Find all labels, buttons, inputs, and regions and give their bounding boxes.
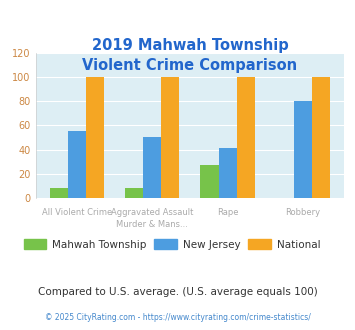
Bar [50,188,68,198]
Text: 2019 Mahwah Township
Violent Crime Comparison: 2019 Mahwah Township Violent Crime Compa… [82,38,297,73]
Bar [143,138,161,198]
Text: © 2025 CityRating.com - https://www.cityrating.com/crime-statistics/: © 2025 CityRating.com - https://www.city… [45,313,310,322]
Legend: Mahwah Township, New Jersey, National: Mahwah Township, New Jersey, National [20,235,324,254]
Bar [125,188,143,198]
Bar [161,77,179,198]
Bar [68,131,86,198]
Bar [219,148,237,198]
Text: Compared to U.S. average. (U.S. average equals 100): Compared to U.S. average. (U.S. average … [38,287,317,297]
Bar [294,101,312,198]
Bar [237,77,255,198]
Bar [86,77,104,198]
Bar [201,165,219,198]
Bar [312,77,330,198]
